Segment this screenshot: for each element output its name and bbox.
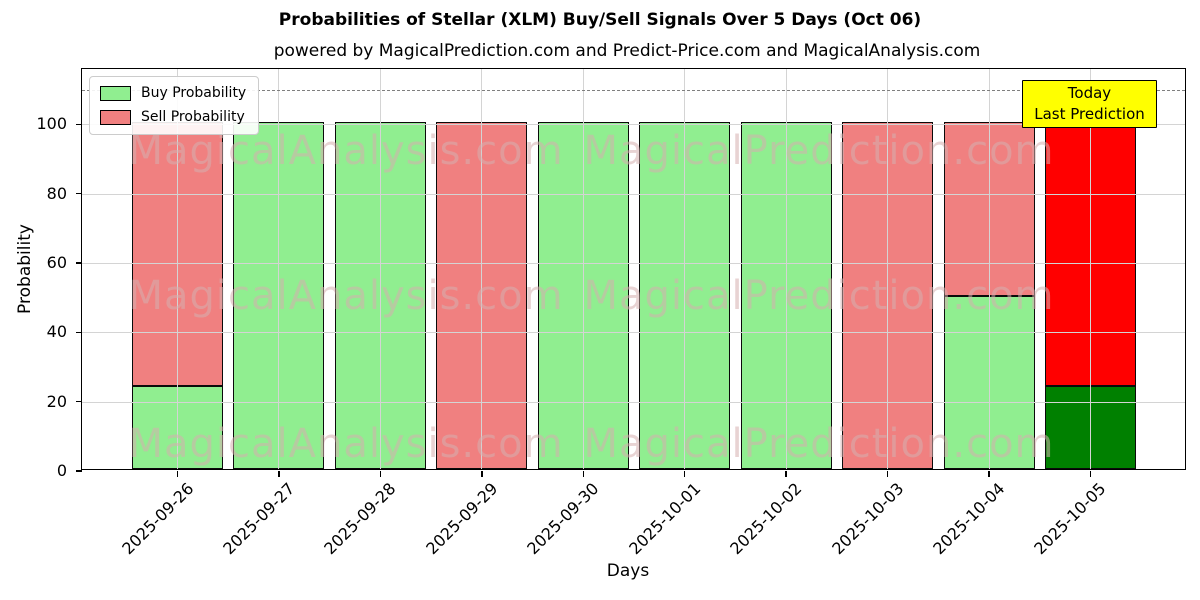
dashed-threshold-line bbox=[82, 89, 1185, 91]
legend-item-buy: Buy Probability bbox=[100, 86, 246, 101]
watermark-text: MagicalAnalysis.com bbox=[128, 273, 564, 319]
vertical-gridline bbox=[278, 69, 280, 469]
y-tick-mark bbox=[76, 123, 82, 126]
today-annotation-line2: Last Prediction bbox=[1034, 105, 1145, 123]
legend: Buy Probability Sell Probability bbox=[89, 76, 260, 135]
legend-label-buy: Buy Probability bbox=[141, 85, 247, 101]
vertical-gridline bbox=[887, 69, 889, 469]
x-tick-label: 2025-10-03 bbox=[827, 479, 908, 559]
today-annotation-line1: Today bbox=[1067, 84, 1112, 102]
horizontal-gridline bbox=[82, 193, 1185, 195]
y-tick-mark bbox=[76, 193, 82, 195]
x-tick-label: 2025-09-26 bbox=[117, 479, 197, 559]
vertical-gridline bbox=[988, 69, 990, 469]
horizontal-gridline bbox=[82, 332, 1185, 334]
x-tick-mark bbox=[684, 471, 686, 477]
x-tick-mark bbox=[176, 471, 179, 477]
y-tick-mark bbox=[76, 470, 82, 472]
x-tick-label: 2025-10-01 bbox=[624, 479, 705, 559]
chart-subtitle: powered by MagicalPrediction.com and Pre… bbox=[273, 41, 981, 61]
y-tick-label: 0 bbox=[56, 461, 67, 480]
y-tick-mark bbox=[76, 262, 82, 264]
vertical-gridline bbox=[582, 69, 584, 469]
x-tick-label: 2025-09-30 bbox=[523, 479, 603, 559]
x-tick-mark bbox=[379, 471, 382, 477]
horizontal-gridline bbox=[82, 263, 1185, 265]
vertical-gridline bbox=[1089, 69, 1091, 469]
vertical-gridline bbox=[177, 69, 178, 469]
legend-swatch-buy bbox=[100, 86, 131, 101]
x-tick-label: 2025-10-02 bbox=[726, 479, 806, 559]
y-tick-label: 80 bbox=[46, 183, 67, 203]
x-tick-mark bbox=[1089, 471, 1092, 477]
x-tick-label: 2025-09-28 bbox=[320, 479, 400, 559]
legend-label-sell: Sell Probability bbox=[141, 109, 245, 125]
today-annotation: Today Last Prediction bbox=[1022, 80, 1157, 128]
chart-title: Probabilities of Stellar (XLM) Buy/Sell … bbox=[278, 10, 922, 30]
vertical-gridline bbox=[379, 69, 381, 469]
x-tick-mark bbox=[886, 471, 889, 477]
x-tick-mark bbox=[481, 471, 483, 477]
y-tick-mark bbox=[76, 331, 82, 334]
x-tick-mark bbox=[278, 471, 280, 477]
x-axis-label: Days bbox=[606, 561, 650, 581]
x-tick-label: 2025-09-29 bbox=[422, 479, 502, 559]
x-tick-mark bbox=[785, 471, 787, 477]
watermark-text: MagicalAnalysis.com bbox=[128, 421, 564, 467]
y-tick-mark bbox=[76, 400, 82, 403]
x-tick-label: 2025-10-05 bbox=[1030, 479, 1110, 559]
vertical-gridline bbox=[481, 69, 483, 469]
watermark-text: MagicalAnalysis.com bbox=[128, 128, 564, 174]
watermark-text: MagicalPrediction.com bbox=[583, 128, 1055, 174]
horizontal-gridline bbox=[82, 401, 1185, 403]
x-tick-mark bbox=[582, 471, 584, 477]
y-tick-label: 60 bbox=[46, 253, 67, 273]
vertical-gridline bbox=[684, 69, 686, 469]
y-tick-label: 20 bbox=[46, 391, 67, 411]
plot-area: MagicalAnalysis.com MagicalPrediction.com… bbox=[36, 68, 1186, 558]
vertical-gridline bbox=[785, 69, 787, 469]
legend-item-sell: Sell Probability bbox=[100, 110, 246, 125]
watermark-text: MagicalPrediction.com bbox=[583, 273, 1055, 319]
y-tick-label: 40 bbox=[46, 322, 67, 342]
x-tick-label: 2025-09-27 bbox=[219, 479, 299, 559]
x-tick-label: 2025-10-04 bbox=[929, 479, 1009, 559]
horizontal-gridline bbox=[82, 124, 1185, 126]
x-tick-mark bbox=[988, 471, 990, 477]
watermark-text: MagicalPrediction.com bbox=[583, 421, 1055, 467]
y-tick-label: 100 bbox=[36, 114, 67, 134]
legend-swatch-sell bbox=[100, 110, 131, 125]
